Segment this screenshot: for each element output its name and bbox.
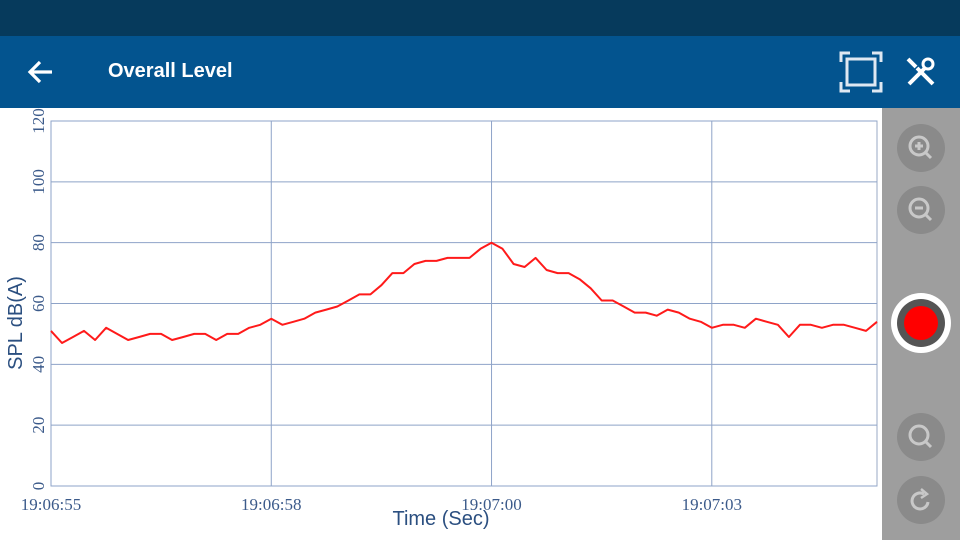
zoom-out-button[interactable]	[897, 186, 945, 234]
x-tick-label: 19:06:55	[21, 495, 81, 514]
settings-button[interactable]	[905, 56, 937, 88]
x-axis-label: Time (Sec)	[392, 508, 489, 530]
zoom-in-button[interactable]	[897, 124, 945, 172]
back-button[interactable]	[26, 58, 56, 86]
refresh-button[interactable]	[897, 476, 945, 524]
status-bar	[0, 0, 960, 36]
y-tick-label: 20	[29, 417, 48, 434]
y-tick-label: 60	[29, 295, 48, 312]
record-button[interactable]	[891, 293, 951, 353]
fullscreen-button[interactable]	[838, 50, 884, 94]
y-axis-label: SPL dB(A)	[5, 276, 27, 370]
y-tick-label: 120	[29, 108, 48, 134]
y-tick-label: 80	[29, 234, 48, 251]
x-tick-label: 19:06:58	[241, 495, 301, 514]
y-tick-label: 100	[29, 169, 48, 195]
chart: Time (Sec) SPL dB(A) 0 20 40 60 80 100 120 19:0…	[5, 108, 878, 530]
reset-zoom-button[interactable]	[897, 413, 945, 461]
side-controls	[891, 124, 951, 524]
page-title: Overall Level	[108, 60, 233, 82]
y-tick-label: 40	[29, 356, 48, 373]
y-tick-label: 0	[29, 482, 48, 491]
x-tick-label: 19:07:00	[461, 495, 521, 514]
app-bar: Overall Level	[0, 36, 960, 108]
x-tick-label: 19:07:03	[682, 495, 742, 514]
data-line	[50, 241, 878, 344]
side-panel	[882, 108, 960, 540]
